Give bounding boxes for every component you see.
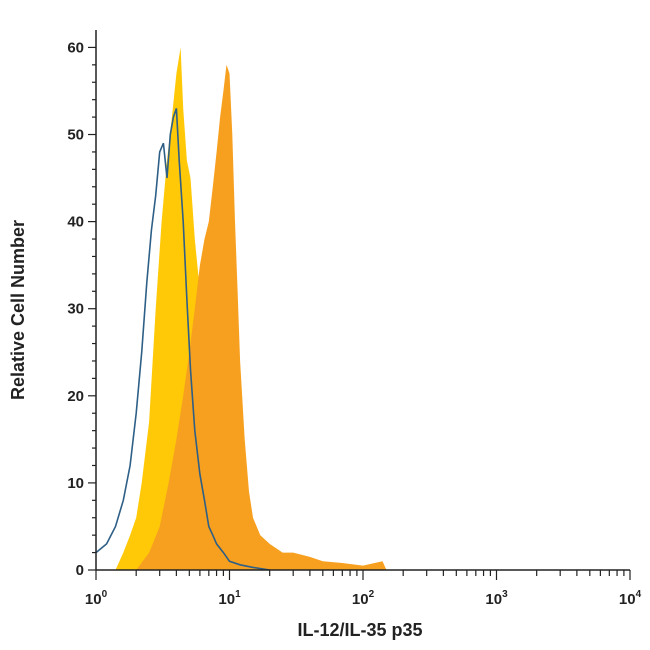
x-axis-title: IL-12/IL-35 p35 bbox=[297, 620, 422, 640]
y-tick-label: 30 bbox=[67, 301, 84, 318]
x-tick-base: 10 bbox=[352, 591, 369, 608]
x-tick-exponent: 2 bbox=[369, 589, 375, 600]
x-tick-exponent: 4 bbox=[636, 589, 642, 600]
y-tick-label: 0 bbox=[76, 562, 84, 579]
y-tick-label: 50 bbox=[67, 127, 84, 144]
y-tick-label: 10 bbox=[67, 475, 84, 492]
x-tick-base: 10 bbox=[218, 591, 235, 608]
series-blue-outline bbox=[95, 108, 270, 571]
series-yellow-fill bbox=[115, 47, 245, 570]
x-tick-label: 102 bbox=[352, 589, 375, 608]
x-tick-label: 104 bbox=[619, 589, 642, 608]
x-tick-label: 103 bbox=[485, 589, 508, 608]
y-tick-label: 60 bbox=[67, 39, 84, 56]
plot-area bbox=[95, 47, 387, 571]
y-axis-title: Relative Cell Number bbox=[8, 220, 28, 400]
x-tick-base: 10 bbox=[485, 591, 502, 608]
x-tick-exponent: 3 bbox=[502, 589, 508, 600]
y-tick-label: 40 bbox=[67, 214, 84, 231]
y-tick-label: 20 bbox=[67, 388, 84, 405]
x-tick-label: 101 bbox=[218, 589, 241, 608]
x-tick-exponent: 0 bbox=[102, 589, 108, 600]
axes bbox=[88, 30, 631, 580]
x-tick-base: 10 bbox=[85, 591, 102, 608]
x-tick-base: 10 bbox=[619, 591, 636, 608]
series-orange-fill bbox=[136, 64, 387, 571]
x-tick-exponent: 1 bbox=[235, 589, 241, 600]
x-tick-label: 100 bbox=[85, 589, 108, 608]
